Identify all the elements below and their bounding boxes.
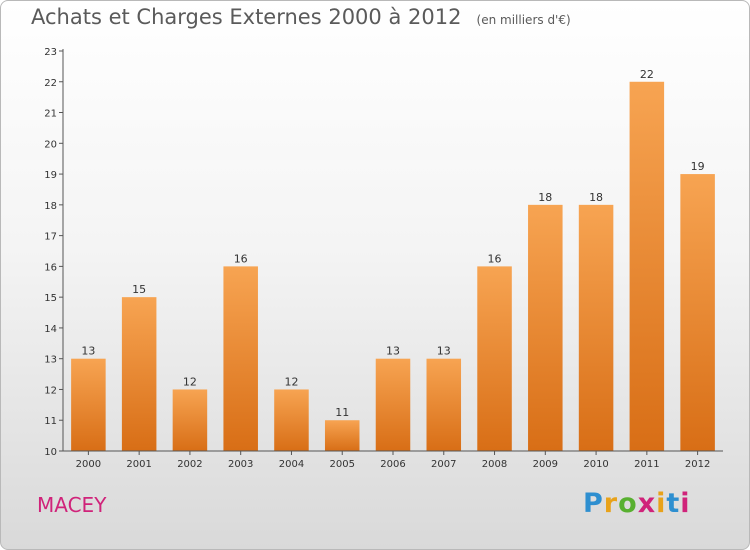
y-tick-label: 11 — [44, 416, 57, 427]
axes-group: 10 11 12 13 14 15 16 17 18 19 20 21 22 23 2000 2001 2002… — [44, 47, 723, 470]
y-tick-label: 18 — [44, 201, 57, 212]
x-tick-label: 2011 — [634, 459, 659, 470]
bars-group: 13 15 12 16 12 11 13 13 16 18 18 22 19 — [71, 68, 715, 452]
bar-2001 — [121, 297, 157, 451]
y-tick-label: 17 — [44, 232, 57, 243]
bar-value-label: 16 — [234, 252, 248, 265]
bar-value-label: 12 — [284, 375, 298, 388]
logo-letter: i — [656, 488, 667, 519]
bar-2010 — [578, 204, 614, 451]
logo-letter: P — [583, 488, 604, 519]
bar-2002 — [172, 389, 208, 451]
x-tick-label: 2000 — [76, 459, 101, 470]
y-tick-label: 20 — [44, 139, 57, 150]
y-tick-label: 21 — [44, 109, 57, 120]
x-tick-label: 2005 — [330, 459, 355, 470]
x-tick-label: 2006 — [380, 459, 405, 470]
y-tick-label: 15 — [44, 293, 57, 304]
bar-2011 — [629, 81, 665, 452]
bar-value-label: 22 — [640, 68, 654, 81]
proxiti-logo[interactable]: Proxiti — [583, 488, 691, 519]
y-tick-label: 23 — [44, 47, 57, 58]
x-tick-label: 2001 — [126, 459, 151, 470]
commune-name: MACEY — [37, 493, 107, 517]
bar-value-label: 16 — [488, 252, 502, 265]
y-tick-label: 14 — [44, 324, 57, 335]
y-tick-label: 19 — [44, 170, 57, 181]
logo-letter: x — [637, 488, 657, 519]
bar-2000 — [71, 358, 106, 451]
logo-letter: r — [603, 488, 619, 519]
chart-title-text: Achats et Charges Externes 2000 à 2012 — [31, 5, 462, 29]
bar-value-label: 13 — [81, 345, 95, 358]
bar-value-label: 12 — [183, 375, 197, 388]
y-tick-label: 22 — [44, 78, 57, 89]
bar-2004 — [274, 389, 309, 451]
bar-2003 — [223, 266, 258, 451]
x-tick-label: 2008 — [482, 459, 507, 470]
bar-value-label: 19 — [691, 160, 705, 173]
chart-title: Achats et Charges Externes 2000 à 2012 (… — [31, 5, 571, 29]
logo-letter: i — [680, 488, 691, 519]
bar-value-label: 18 — [589, 191, 603, 204]
x-tick-label: 2003 — [228, 459, 253, 470]
x-tick-label: 2002 — [177, 459, 202, 470]
bar-2005 — [324, 420, 360, 451]
x-tick-label: 2009 — [533, 459, 558, 470]
y-tick-label: 13 — [44, 355, 57, 366]
bar-value-label: 13 — [437, 345, 451, 358]
chart-unit: (en milliers d'€) — [476, 13, 571, 27]
bar-2006 — [375, 358, 411, 451]
logo-letter: t — [666, 488, 681, 519]
x-tick-label: 2010 — [583, 459, 608, 470]
x-tick-label: 2007 — [431, 459, 456, 470]
bar-value-label: 15 — [132, 283, 146, 296]
x-tick-label: 2012 — [685, 459, 710, 470]
logo-letter: o — [618, 488, 638, 519]
y-tick-label: 10 — [44, 447, 57, 458]
y-tick-label: 16 — [44, 262, 57, 273]
y-tick-label: 12 — [44, 385, 57, 396]
bar-value-label: 13 — [386, 345, 400, 358]
bar-2008 — [477, 266, 512, 451]
bar-2012 — [680, 174, 715, 452]
bar-2007 — [426, 358, 462, 451]
x-tick-label: 2004 — [279, 459, 304, 470]
bar-value-label: 18 — [538, 191, 552, 204]
bar-value-label: 11 — [335, 406, 349, 419]
bar-2009 — [528, 204, 563, 451]
